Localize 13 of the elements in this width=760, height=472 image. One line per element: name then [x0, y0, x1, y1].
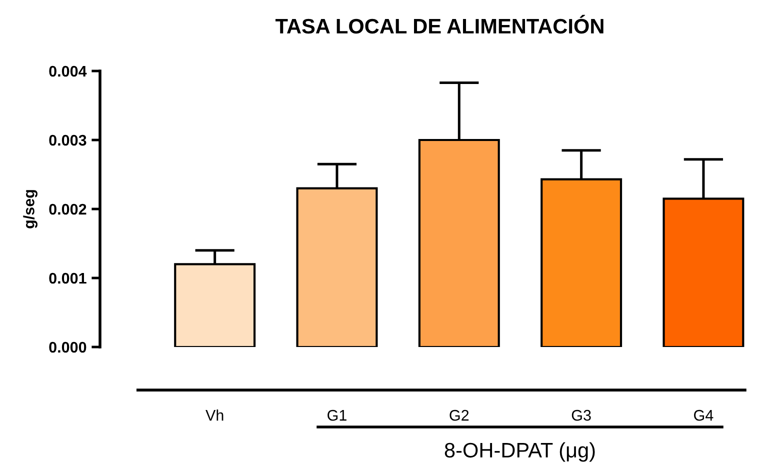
- y-tick-label: 0.002: [49, 204, 86, 215]
- x-tick-label: G3: [572, 410, 591, 421]
- x-tick-label: Vh: [206, 410, 224, 421]
- x-tick-label: G1: [328, 410, 346, 421]
- y-tick-label: 0.000: [49, 342, 86, 353]
- x-tick-label: G4: [694, 410, 714, 421]
- text: 8-OH-DPAT (μg): [444, 442, 595, 462]
- y-tick-label: 0.004: [49, 66, 87, 77]
- y-axis-title: g/seg: [23, 190, 38, 228]
- y-tick-label: 0.001: [49, 272, 86, 284]
- x-tick-label: G2: [450, 410, 469, 421]
- y-tick-label: 0.003: [49, 134, 86, 146]
- chart-title: TASA LOCAL DE ALIMENTACIÓN: [276, 14, 604, 34]
